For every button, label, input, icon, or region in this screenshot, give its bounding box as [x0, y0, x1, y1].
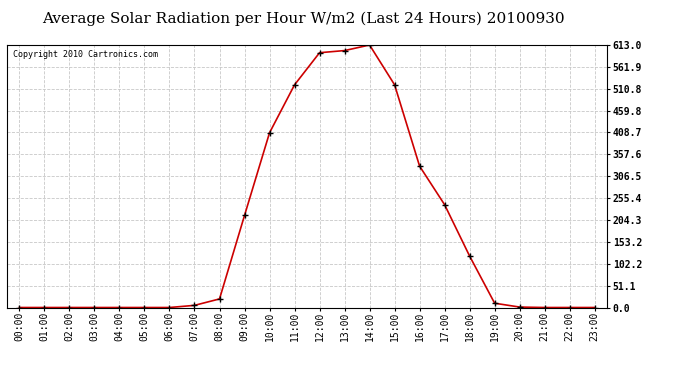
Text: Copyright 2010 Cartronics.com: Copyright 2010 Cartronics.com: [13, 50, 158, 59]
Text: Average Solar Radiation per Hour W/m2 (Last 24 Hours) 20100930: Average Solar Radiation per Hour W/m2 (L…: [42, 11, 565, 26]
